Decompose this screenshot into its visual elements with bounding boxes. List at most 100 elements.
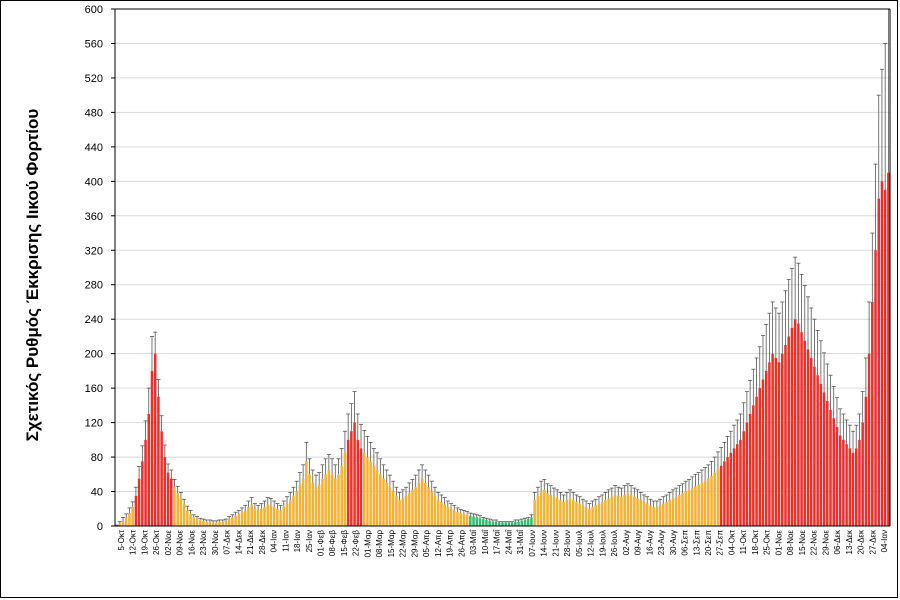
bar	[784, 345, 787, 526]
bar	[871, 301, 874, 526]
bar	[633, 496, 636, 526]
bar	[626, 493, 630, 526]
x-tick-label: 21-Ιουν	[551, 530, 560, 557]
x-tick-label: 13-Δεκ	[845, 529, 854, 554]
bar	[707, 478, 710, 526]
x-tick-label: 22-Φεβ	[352, 530, 361, 557]
bar	[636, 498, 639, 526]
bar	[494, 521, 498, 526]
bar	[346, 439, 350, 526]
bar	[256, 510, 260, 526]
x-tick-label: 26-Απρ	[457, 530, 466, 557]
bar	[662, 503, 665, 526]
bar	[851, 452, 855, 526]
bar	[472, 516, 475, 526]
bar	[604, 500, 607, 526]
bar	[440, 501, 443, 526]
bar	[854, 448, 858, 526]
bar	[131, 507, 134, 526]
bar	[526, 519, 530, 526]
bar	[485, 519, 488, 526]
bar	[716, 469, 720, 526]
bar	[417, 482, 421, 526]
x-tick-label: 5-Οκτ	[117, 529, 126, 550]
bar	[453, 510, 456, 526]
bar	[414, 487, 417, 526]
bar	[575, 501, 578, 526]
x-tick-label: 21-Δεκ	[246, 529, 255, 554]
bar	[456, 512, 459, 526]
bar	[433, 495, 437, 526]
bar	[465, 514, 469, 526]
bar	[391, 491, 395, 526]
bar	[539, 491, 543, 526]
bar	[867, 353, 871, 526]
bar	[446, 507, 450, 526]
bar	[687, 489, 691, 526]
y-axis-label: Σχετικός Ρυθμός Έκκρισης Ιικού Φορτίου	[23, 109, 42, 442]
bars	[118, 172, 890, 527]
bar	[607, 498, 610, 526]
bar	[639, 500, 643, 526]
bar	[861, 422, 864, 526]
x-axis: 5-Οκτ 12-Οκτ 19-Οκτ 26-Οκτ 02-Νοε 09-Νοε 16-Νο…	[115, 525, 890, 558]
y-tick-label: 360	[85, 211, 103, 223]
bar	[832, 418, 835, 526]
bar	[337, 474, 340, 526]
bar	[745, 422, 749, 526]
bar	[163, 457, 167, 526]
bar	[160, 431, 163, 526]
x-tick-label: 04-Ιαν	[880, 530, 889, 552]
bar	[684, 491, 688, 526]
bar	[761, 379, 765, 526]
bar	[240, 512, 244, 526]
x-tick-label: 19-Οκτ	[140, 529, 149, 555]
x-tick-label: 31-Μαΐ	[516, 529, 525, 555]
bar	[292, 495, 295, 526]
bar	[125, 517, 128, 526]
x-tick-label: 24-Μαΐ	[504, 529, 513, 555]
bar	[864, 396, 868, 526]
x-tick-label: 12-Ιουλ	[587, 530, 596, 557]
bar	[838, 435, 842, 526]
bar	[308, 474, 311, 526]
bar	[340, 465, 343, 526]
x-tick-label: 08-Μαρ	[375, 530, 384, 558]
bar	[507, 522, 511, 526]
bar	[176, 493, 179, 526]
x-tick-label: 06-Δεκ	[833, 529, 842, 554]
bar	[224, 520, 228, 526]
bar	[629, 494, 633, 526]
bar	[694, 486, 697, 526]
x-tick-label: 29-Μαρ	[410, 530, 419, 558]
bar	[800, 332, 803, 526]
bar	[305, 461, 308, 526]
x-tick-label: 15-Φεβ	[340, 530, 349, 557]
bar	[806, 349, 810, 526]
bar	[375, 469, 379, 526]
bar	[543, 489, 546, 526]
bar	[449, 508, 453, 526]
bar	[481, 519, 485, 526]
x-tick-label: 10-Μαΐ	[481, 529, 490, 555]
x-tick-label: 18-Οκτ	[751, 529, 760, 555]
x-tick-label: 19-Ιουλ	[598, 530, 607, 557]
bar	[134, 495, 138, 526]
bar	[594, 505, 598, 526]
bar	[350, 431, 353, 526]
bar	[809, 357, 813, 526]
bar	[311, 482, 315, 526]
bar	[813, 366, 816, 526]
bar	[202, 520, 205, 526]
x-tick-label: 05-Απρ	[422, 530, 431, 557]
bar	[578, 503, 581, 526]
x-tick-label: 30-Αυγ	[669, 530, 678, 555]
bar	[398, 500, 401, 526]
y-tick-label: 80	[91, 452, 103, 464]
y-tick-label: 200	[85, 349, 103, 361]
bar	[253, 508, 257, 526]
x-tick-label: 01-Μαρ	[363, 530, 372, 558]
bar	[777, 362, 781, 526]
bar	[510, 522, 514, 526]
bar	[121, 520, 125, 526]
